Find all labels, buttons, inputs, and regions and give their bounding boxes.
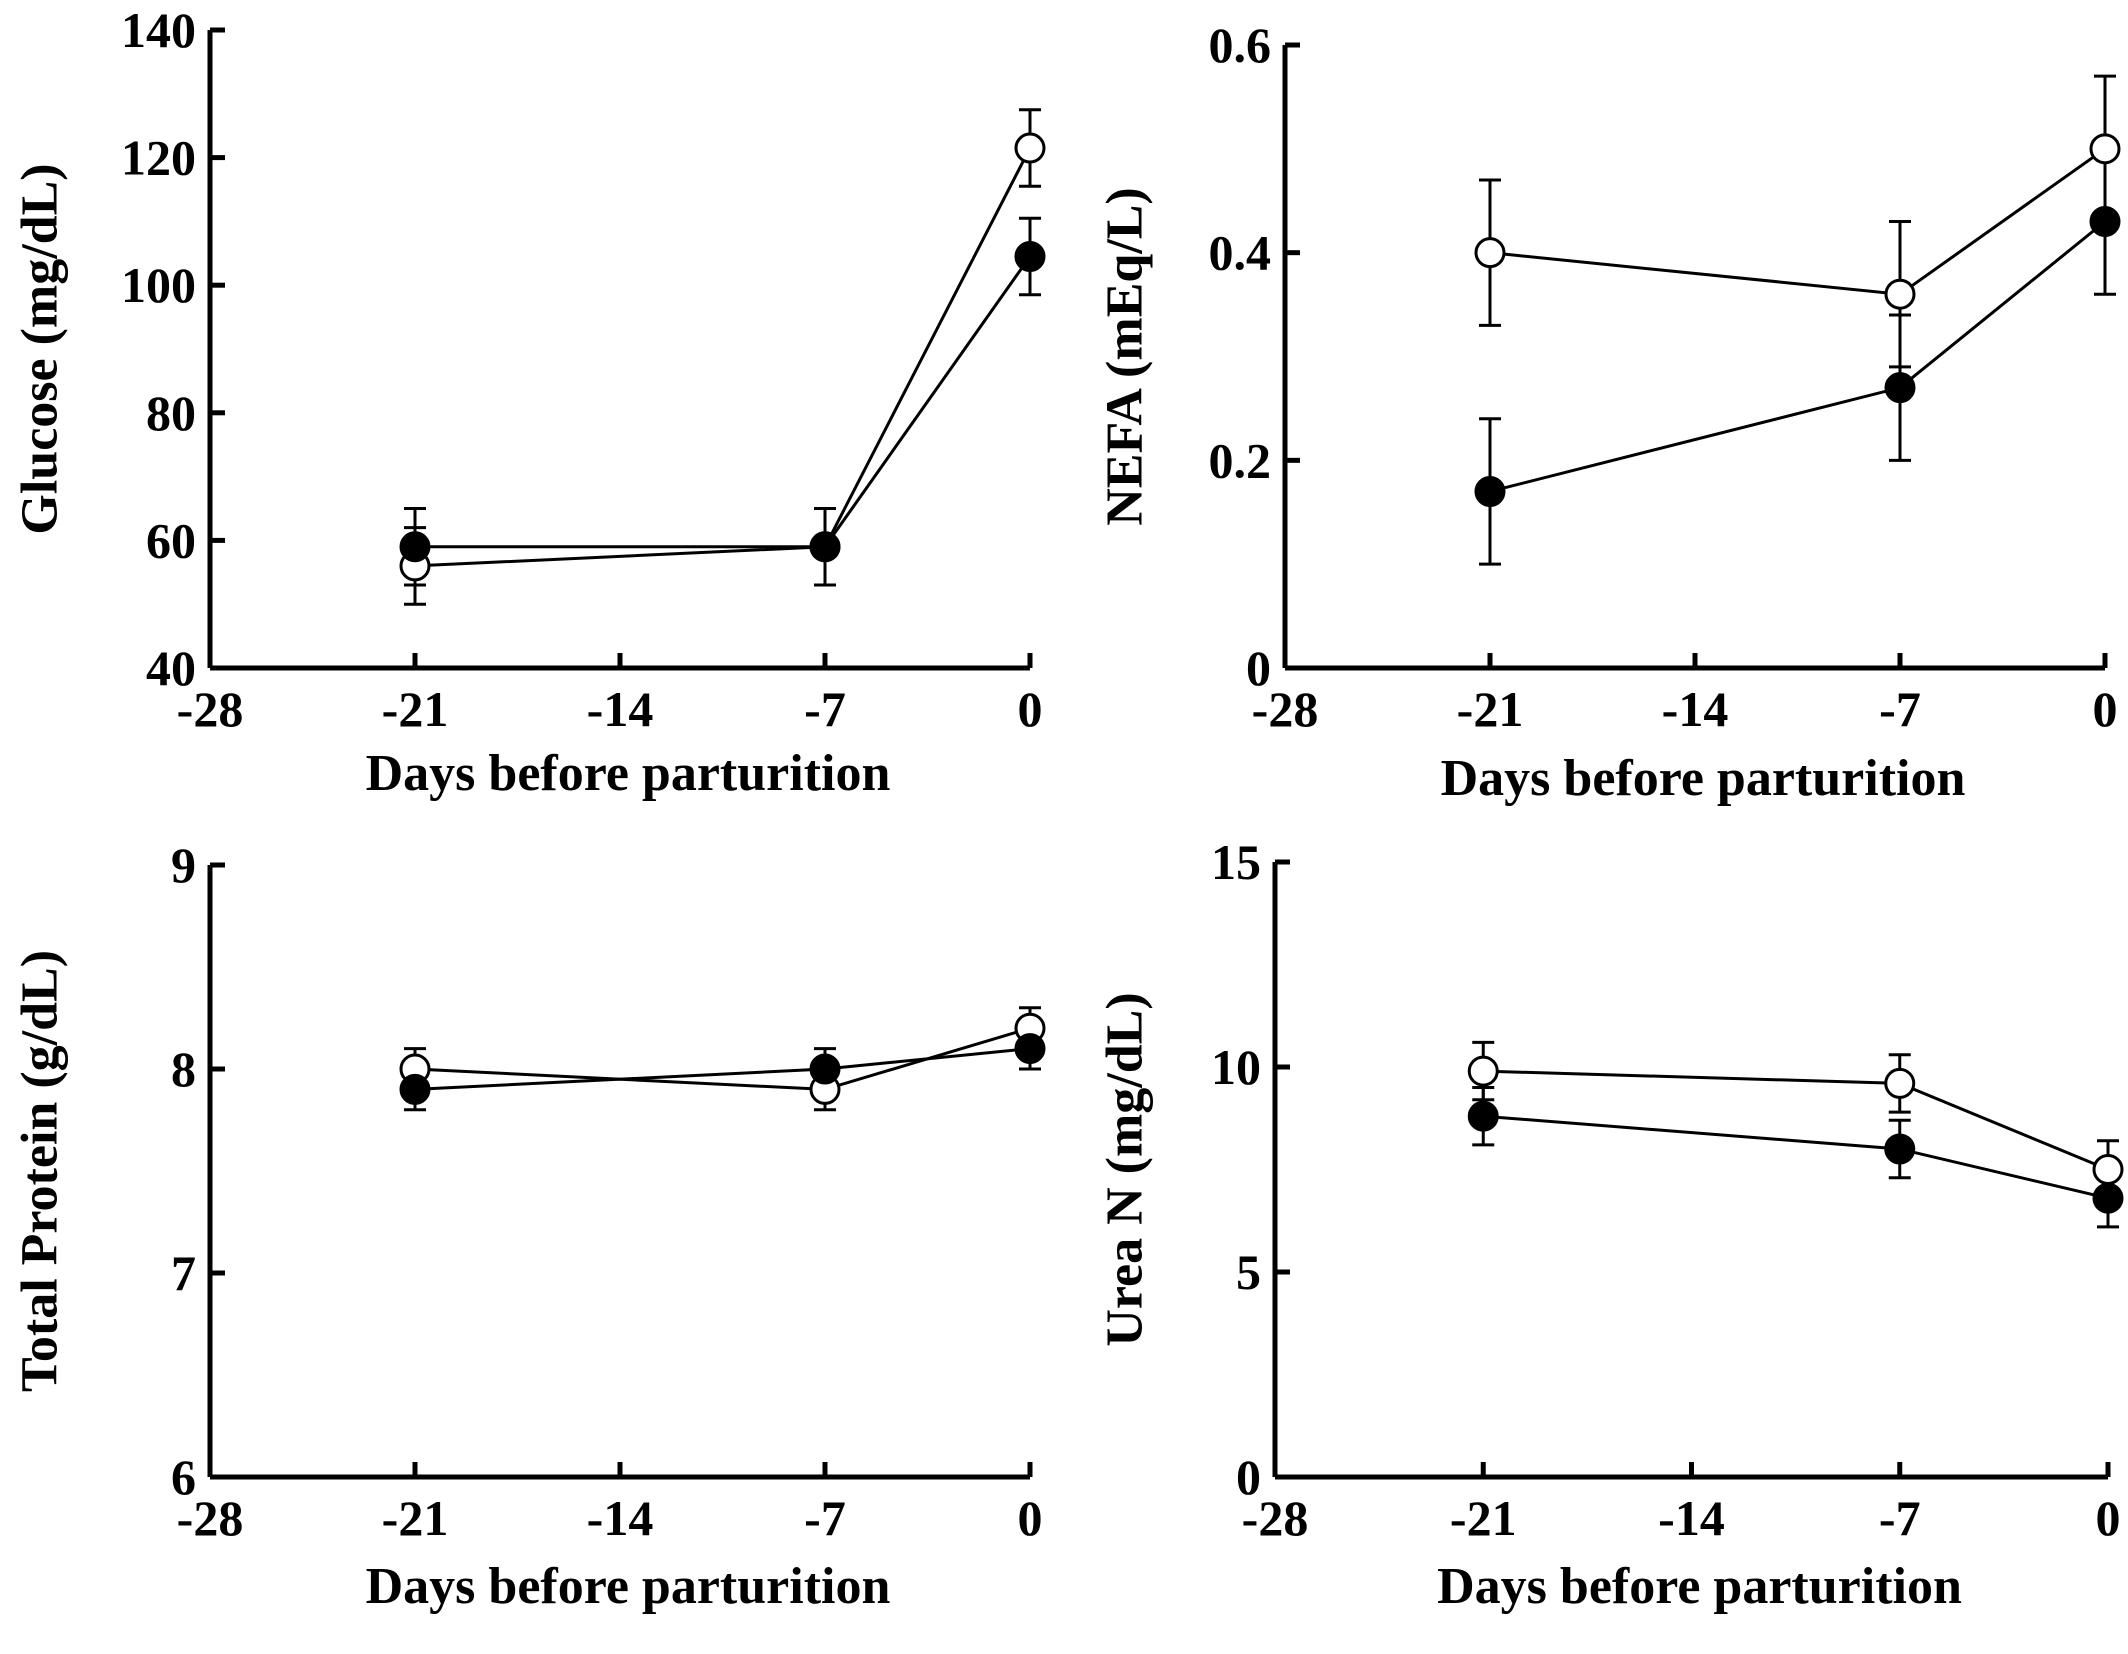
data-point-open: [1467, 1055, 1499, 1087]
x-tick-label: 0: [2096, 1490, 2121, 1546]
y-tick-label: 100: [121, 257, 196, 313]
y-axis-title: Total Protein (g/dL): [12, 950, 69, 1392]
x-tick-label: -28: [177, 681, 244, 737]
data-point-filled: [399, 1073, 431, 1105]
x-tick-label: -14: [1662, 681, 1729, 737]
y-tick-label: 8: [171, 1041, 196, 1097]
data-point-filled: [2089, 206, 2121, 238]
series-line-open: [414, 147, 1032, 568]
y-tick-label: 5: [1236, 1244, 1261, 1300]
data-point-filled: [809, 1053, 841, 1085]
y-tick-label: 60: [146, 512, 196, 568]
x-tick-label: -14: [587, 681, 654, 737]
x-axis-title: Days before parturition: [366, 1558, 891, 1615]
chart-panel-1: 40 60 80 100 120 140 -28 -21 -14 -7 0 Days before p…: [12, 2, 1046, 802]
y-tick-label: 40: [146, 640, 196, 696]
series-open: [1472, 1040, 2119, 1200]
data-point-filled: [2092, 1182, 2124, 1214]
x-tick-label: -14: [1658, 1490, 1725, 1546]
y-tick-label: 0.2: [1209, 432, 1272, 488]
data-point-filled: [1884, 372, 1916, 404]
data-point-filled: [399, 531, 431, 563]
x-axis-title: Days before parturition: [366, 745, 891, 802]
data-point-open: [1884, 1067, 1916, 1099]
y-tick-label: 0: [1236, 1449, 1261, 1505]
y-tick-label: 10: [1211, 1039, 1261, 1095]
x-axis-title: Days before parturition: [1437, 1558, 1962, 1615]
x-tick-label: -21: [382, 681, 449, 737]
data-point-open: [1884, 278, 1916, 310]
y-tick-label: 80: [146, 385, 196, 441]
chart-panel-3: 6 7 8 9 -28 -21 -14 -7 0 Days before parturition T…: [12, 837, 1046, 1615]
data-point-open: [1474, 237, 1506, 269]
series-filled: [1479, 147, 2116, 566]
series-line-filled: [1483, 1114, 2109, 1200]
y-tick-label: 7: [171, 1245, 196, 1301]
x-tick-label: -28: [1242, 1490, 1309, 1546]
series-filled: [1472, 1086, 2119, 1229]
x-tick-label: -28: [177, 1490, 244, 1546]
data-point-filled: [1474, 475, 1506, 507]
series-line-open: [1489, 147, 2106, 296]
series-filled: [404, 1026, 1041, 1112]
data-point-filled: [809, 531, 841, 563]
x-tick-label: -7: [1879, 1490, 1921, 1546]
y-axis-title: Glucose (mg/dL): [12, 163, 69, 534]
y-tick-label: 9: [171, 837, 196, 893]
x-tick-label: -7: [804, 681, 846, 737]
y-axis-title: NEFA (mEq/L): [1097, 187, 1154, 526]
y-tick-label: 0.6: [1209, 17, 1272, 73]
y-tick-label: 140: [121, 2, 196, 58]
x-tick-label: -14: [587, 1490, 654, 1546]
y-tick-label: 0.4: [1209, 225, 1272, 281]
y-tick-label: 15: [1211, 834, 1261, 890]
y-tick-label: 6: [171, 1449, 196, 1505]
series-open: [404, 1006, 1041, 1112]
x-tick-label: 0: [1018, 681, 1043, 737]
series-line-open: [1483, 1069, 2109, 1171]
x-axis-title: Days before parturition: [1441, 750, 1966, 807]
series-filled: [404, 216, 1041, 587]
x-tick-label: -7: [1879, 681, 1921, 737]
series-open: [404, 108, 1041, 606]
x-tick-label: -21: [382, 1490, 449, 1546]
y-tick-label: 0: [1246, 640, 1271, 696]
x-tick-label: -21: [1450, 1490, 1517, 1546]
data-point-open: [2092, 1154, 2124, 1185]
data-point-filled: [1014, 240, 1046, 272]
x-tick-label: -28: [1252, 681, 1319, 737]
y-tick-label: 120: [121, 130, 196, 186]
chart-panel-4: 0 5 10 15 -28 -21 -14 -7 0 Days before parturitio…: [1097, 834, 2124, 1615]
x-tick-label: -7: [804, 1490, 846, 1546]
x-tick-label: 0: [1018, 1490, 1043, 1546]
data-point-filled: [1467, 1100, 1499, 1132]
y-axis-title: Urea N (mg/dL): [1097, 992, 1154, 1346]
series-open: [1479, 74, 2116, 369]
x-tick-label: 0: [2093, 681, 2118, 737]
data-point-filled: [1884, 1133, 1916, 1165]
chart-panel-2: 0 0.2 0.4 0.6 -28 -21 -14 -7 0 Days before partur…: [1097, 17, 2121, 807]
data-point-open: [2089, 133, 2121, 165]
x-tick-label: -21: [1457, 681, 1524, 737]
data-point-filled: [1014, 1033, 1046, 1065]
data-point-open: [1014, 132, 1046, 164]
series-line-filled: [415, 255, 1032, 549]
